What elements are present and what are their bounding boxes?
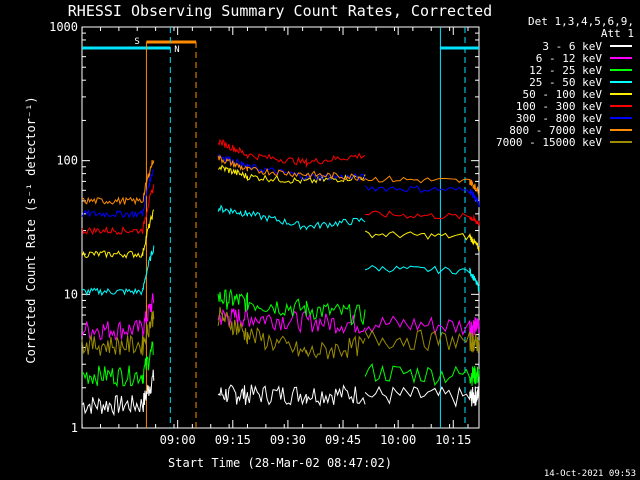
y-tick-label-100: 100: [56, 154, 78, 168]
y-tick-label-10: 10: [64, 287, 78, 301]
legend-label-2: 12 - 25 keV: [529, 64, 602, 77]
series-7-segment-2: [217, 154, 366, 182]
x-tick-label-0: 09:00: [160, 433, 196, 447]
series-7-segment-3: [364, 175, 480, 196]
series-1-segment-3: [364, 315, 480, 338]
legend-label-5: 100 - 300 keV: [516, 100, 602, 113]
series-3-segment-2: [217, 204, 366, 231]
series-6-segment-3: [364, 185, 480, 208]
series-8-segment-3: [364, 329, 480, 353]
legend-header-line-2: Att 1: [601, 27, 634, 40]
series-2-segment-1: [82, 341, 154, 388]
series-8-segment-2: [217, 306, 366, 360]
legend-label-8: 7000 - 15000 keV: [496, 136, 602, 149]
y-tick-label-1: 1: [71, 421, 78, 435]
x-axis-label: Start Time (28-Mar-02 08:47:02): [168, 456, 392, 470]
footer-date: 14-Oct-2021 09:53: [544, 469, 636, 479]
legend-label-1: 6 - 12 keV: [536, 52, 603, 65]
legend-label-3: 25 - 50 keV: [529, 76, 602, 89]
plot-frame: [81, 26, 480, 429]
series-5-segment-2: [217, 138, 366, 168]
series-3-segment-1: [82, 245, 155, 297]
legend-header-line-1: Det 1,3,4,5,6,9,: [528, 15, 634, 28]
series-8-segment-1: [81, 310, 155, 356]
chart-title: RHESSI Observing Summary Count Rates, Co…: [68, 2, 492, 20]
series-0-segment-2: [217, 384, 366, 407]
series-1-segment-2: [217, 307, 366, 335]
series-4-segment-1: [81, 209, 155, 259]
plot-area: 1 10 100 1000 09:00 09:15 09:30 09:45 10:00 10:15…: [49, 20, 480, 447]
y-axis-label: Corrected Count Rate (s⁻¹ detector⁻¹): [24, 96, 38, 363]
saa-label: S: [134, 37, 139, 47]
legend-label-7: 800 - 7000 keV: [509, 124, 602, 137]
legend-label-0: 3 - 6 keV: [542, 40, 602, 53]
series-1-segment-1: [81, 293, 155, 341]
x-tick-label-1: 09:15: [215, 433, 251, 447]
series-2-segment-2: [217, 288, 366, 326]
x-tick-label-4: 10:00: [380, 433, 416, 447]
series-2-segment-3: [364, 363, 480, 387]
series-3-segment-3: [364, 264, 480, 292]
series-0-segment-3: [364, 385, 480, 408]
x-tick-label-2: 09:30: [270, 433, 306, 447]
series-5-segment-1: [81, 184, 155, 236]
series-6-segment-1: [81, 168, 155, 219]
legend-label-4: 50 - 100 keV: [523, 88, 603, 101]
series-7-segment-1: [82, 160, 155, 206]
series-5-segment-3: [365, 210, 480, 226]
night-label: N: [174, 45, 179, 55]
legend-label-6: 300 - 800 keV: [516, 112, 602, 125]
series-4-segment-3: [364, 230, 480, 251]
y-tick-label-1000: 1000: [49, 20, 78, 34]
x-tick-label-5: 10:15: [435, 433, 471, 447]
x-tick-label-3: 09:45: [325, 433, 361, 447]
series-0-segment-1: [81, 369, 155, 417]
